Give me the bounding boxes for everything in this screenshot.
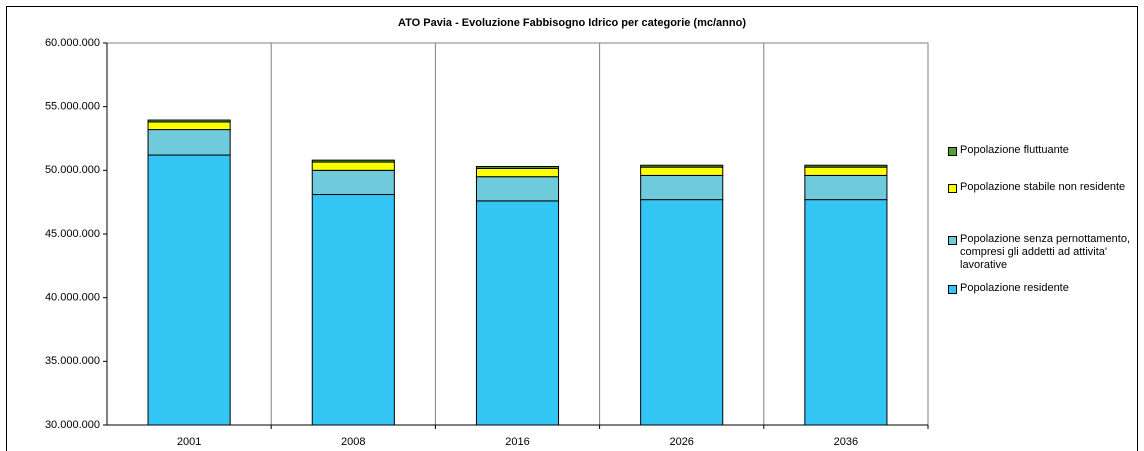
- x-tick-label: 2036: [834, 436, 858, 448]
- bar-segment: [311, 194, 395, 426]
- legend-label: Popolazione residente: [960, 282, 1069, 294]
- bar-segment: [475, 200, 560, 426]
- bar-segment: [311, 161, 395, 171]
- bar-segment: [475, 166, 560, 169]
- x-tick-label: 2008: [341, 436, 365, 448]
- y-tick-label: 45.000.000: [45, 228, 100, 240]
- bar-segment: [147, 119, 231, 123]
- x-tick-label: 2026: [669, 436, 693, 448]
- y-tick-label: 30.000.000: [45, 419, 100, 431]
- bar-segment: [311, 169, 395, 196]
- bar-segment: [640, 164, 724, 168]
- bar-segment: [804, 174, 888, 201]
- legend-item: Popolazione stabile non residente: [948, 181, 1138, 194]
- legend-item: Popolazione residente: [948, 282, 1138, 295]
- x-tick-label: 2016: [505, 436, 529, 448]
- bar-segment: [804, 166, 888, 176]
- bar-segment: [475, 167, 560, 178]
- bar-segment: [640, 199, 724, 426]
- bar-segment: [147, 129, 231, 156]
- bar-segment: [147, 121, 231, 131]
- bar-segment: [804, 164, 888, 168]
- bar-segment: [147, 154, 231, 426]
- y-tick-label: 55.000.000: [45, 101, 100, 113]
- legend-label: Popolazione senza pernottamento, compres…: [960, 233, 1131, 271]
- bar-segment: [640, 166, 724, 176]
- y-tick-label: 60.000.000: [45, 37, 100, 49]
- bar-segment: [640, 174, 724, 201]
- legend-item: Popolazione fluttuante: [948, 144, 1138, 157]
- legend-swatch: [948, 184, 957, 193]
- legend-swatch: [948, 147, 957, 156]
- y-tick-label: 40.000.000: [45, 292, 100, 304]
- legend-swatch: [948, 236, 957, 245]
- chart-title: ATO Pavia - Evoluzione Fabbisogno Idrico…: [398, 17, 746, 29]
- y-tick-label: 35.000.000: [45, 355, 100, 367]
- legend-label: Popolazione fluttuante: [960, 144, 1069, 156]
- bar-segment: [475, 176, 560, 202]
- y-tick-label: 50.000.000: [45, 164, 100, 176]
- x-tick-label: 2001: [177, 436, 201, 448]
- legend-item: Popolazione senza pernottamento, compres…: [948, 233, 1138, 272]
- chart-border: [6, 6, 1138, 451]
- bar-segment: [804, 199, 888, 426]
- bar-segment: [311, 159, 395, 163]
- legend-swatch: [948, 285, 957, 294]
- legend-label: Popolazione stabile non residente: [960, 181, 1126, 193]
